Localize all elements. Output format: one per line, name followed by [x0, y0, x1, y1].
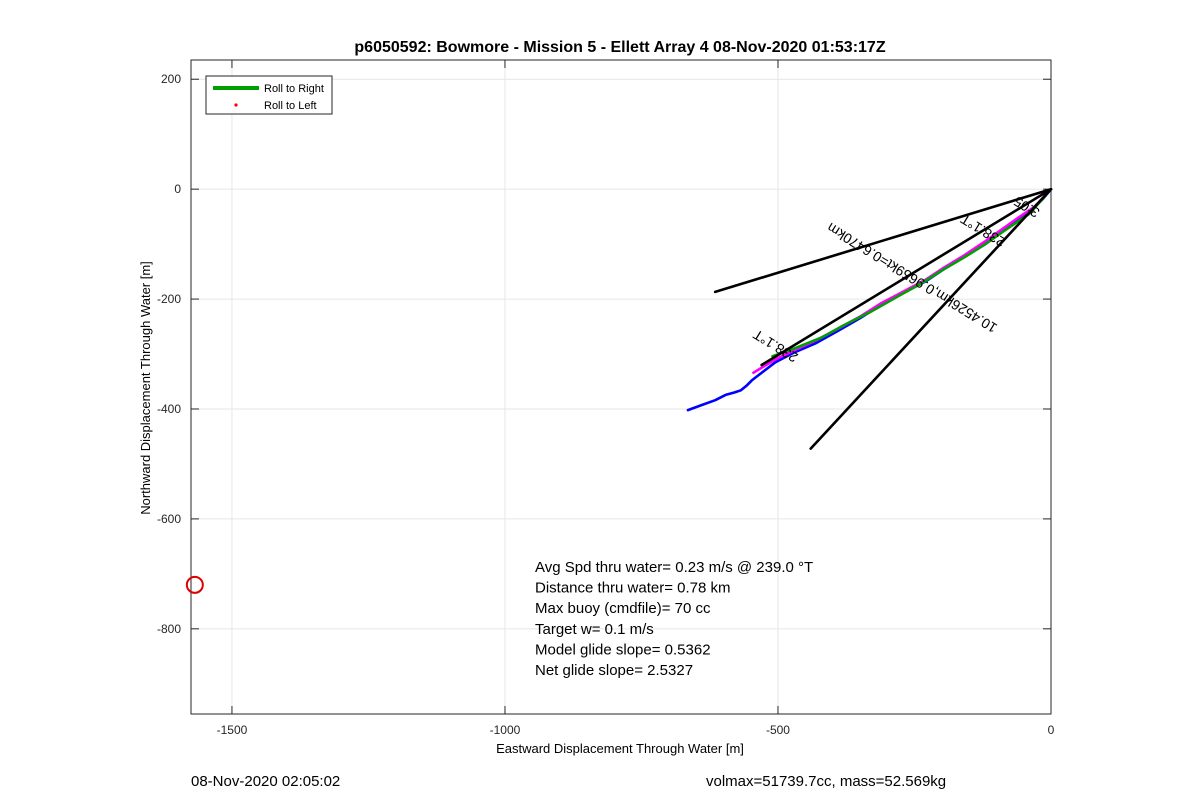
info-line: Max buoy (cmdfile)= 70 cc [535, 600, 711, 617]
info-line: Model glide slope= 0.5362 [535, 641, 711, 658]
legend: Roll to Right Roll to Left [205, 75, 333, 115]
info-text-block: Avg Spd thru water= 0.23 m/s @ 239.0 °T D… [535, 559, 813, 679]
info-line: Avg Spd thru water= 0.23 m/s @ 239.0 °T [535, 559, 813, 576]
series-line-4 [809, 187, 1053, 450]
footer-timestamp: 08-Nov-2020 02:05:02 [191, 773, 341, 790]
legend-label: Roll to Right [264, 83, 324, 95]
target-circle [185, 575, 204, 594]
axes: -1500 -1000 -500 0 200 0 -200 -400 -600 -800 [157, 59, 1055, 737]
y-tick-label: 0 [174, 182, 181, 196]
footer-vehicle-params: volmax=51739.7cc, mass=52.569kg [706, 773, 947, 790]
series-line-3 [713, 187, 1053, 294]
chart-title: p6050592: Bowmore - Mission 5 - Ellett A… [354, 39, 885, 56]
plot-frame [190, 59, 1052, 715]
info-line: Net glide slope= 2.5327 [535, 662, 693, 679]
legend-box [205, 75, 333, 115]
y-tick-label: -200 [157, 292, 181, 306]
legend-label: Roll to Left [264, 100, 317, 112]
x-axis-label: Eastward Displacement Through Water [m] [496, 741, 744, 756]
legend-swatch-dot [234, 103, 238, 107]
x-tick-label: -1500 [217, 723, 248, 737]
series-line-0 [686, 187, 1053, 412]
info-line: Distance thru water= 0.78 km [535, 580, 731, 597]
grid-lines [191, 60, 1052, 714]
y-tick-label: -800 [157, 622, 181, 636]
series-line-5 [760, 187, 1053, 367]
x-tick-label: -1000 [490, 723, 521, 737]
y-tick-label: 200 [161, 72, 181, 86]
y-axis-label: Northward Displacement Through Water [m] [138, 261, 153, 515]
x-tick-label: 0 [1048, 723, 1055, 737]
x-tick-label: -500 [766, 723, 790, 737]
series-line-2 [771, 194, 1047, 358]
info-line: Target w= 0.1 m/s [535, 621, 654, 638]
data-series [185, 187, 1053, 594]
annotations: 238.1°T10.4526km,0.9659kt=0.6470km238.1°… [750, 193, 1043, 366]
y-tick-label: -400 [157, 402, 181, 416]
y-tick-label: -600 [157, 512, 181, 526]
